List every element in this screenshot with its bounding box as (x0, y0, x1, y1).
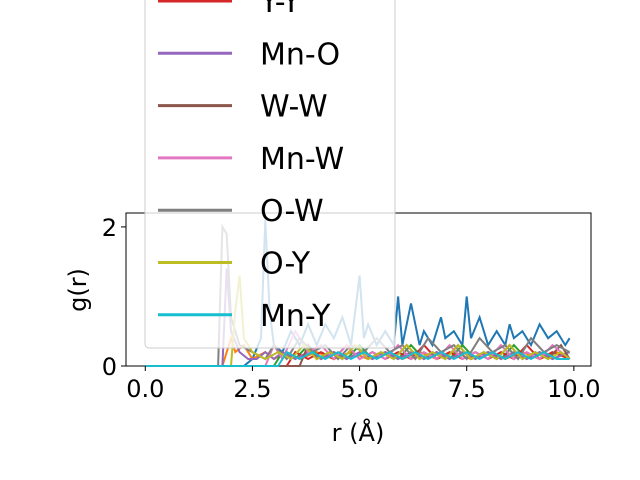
y-axis-label: g(r) (64, 268, 92, 312)
x-tick-label: 2.5 (233, 375, 271, 403)
x-tick-label: 5.0 (340, 375, 378, 403)
y-tick-label: 0 (102, 353, 117, 381)
y-tick-label: 2 (102, 214, 117, 242)
x-tick-label: 7.5 (448, 375, 486, 403)
series-line-mn-y (145, 350, 570, 367)
x-tick-label: 10.0 (547, 375, 600, 403)
x-axis-label: r (Å) (332, 418, 385, 447)
legend-label-o-w: O-W (260, 194, 324, 229)
legend-label-o-y: O-Y (260, 247, 311, 282)
y-axis: 02 (102, 214, 126, 381)
legend-label-w-w: W-W (260, 90, 328, 125)
legend-frame (144, 0, 396, 349)
legend: Y-Y Mn-O W-W Mn-W O-W O-Y Mn-Y (144, 0, 396, 349)
x-axis: 0.0 2.5 5.0 7.5 10.0 (126, 366, 601, 403)
series-line-o-y (145, 275, 571, 367)
legend-label-mn-y: Mn-Y (260, 299, 331, 334)
legend-label-y-y: Y-Y (259, 0, 301, 20)
legend-label-mn-o: Mn-O (260, 37, 340, 72)
x-tick-label: 0.0 (126, 375, 164, 403)
legend-label-mn-w: Mn-W (260, 142, 344, 177)
